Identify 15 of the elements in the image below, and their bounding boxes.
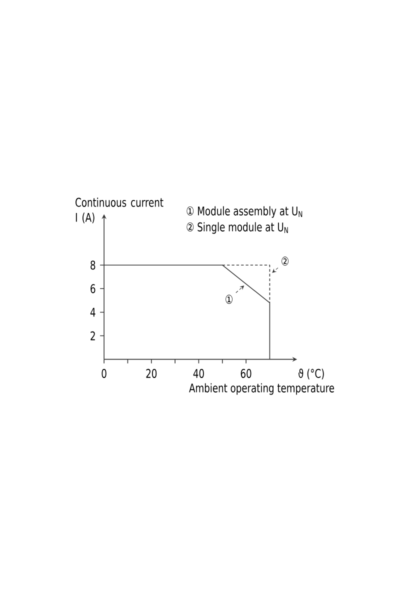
y-axis-title: Continuous current I (A) bbox=[76, 198, 164, 224]
y-tick-label: 4 bbox=[90, 308, 96, 317]
text: Ambient operating temperature bbox=[189, 383, 334, 395]
y-tick-label: 8 bbox=[90, 260, 96, 270]
x-tick-label: 40 bbox=[193, 368, 204, 378]
series-label: ① bbox=[226, 294, 233, 304]
x-tick-label: 60 bbox=[240, 368, 252, 378]
text: ① Module assembly at U$_{N}$ bbox=[186, 206, 302, 218]
y-tick-label: 6 bbox=[90, 284, 96, 294]
x-axis-title: ϑ (°C) bbox=[298, 368, 324, 380]
x-tick-label: 0 bbox=[102, 368, 106, 378]
legend-label: ② bbox=[282, 256, 289, 266]
x-tick-label: 20 bbox=[146, 368, 157, 378]
annotation: ② Single module at U$_{N}$ bbox=[186, 222, 288, 234]
y-tick-label: 2 bbox=[90, 331, 95, 340]
